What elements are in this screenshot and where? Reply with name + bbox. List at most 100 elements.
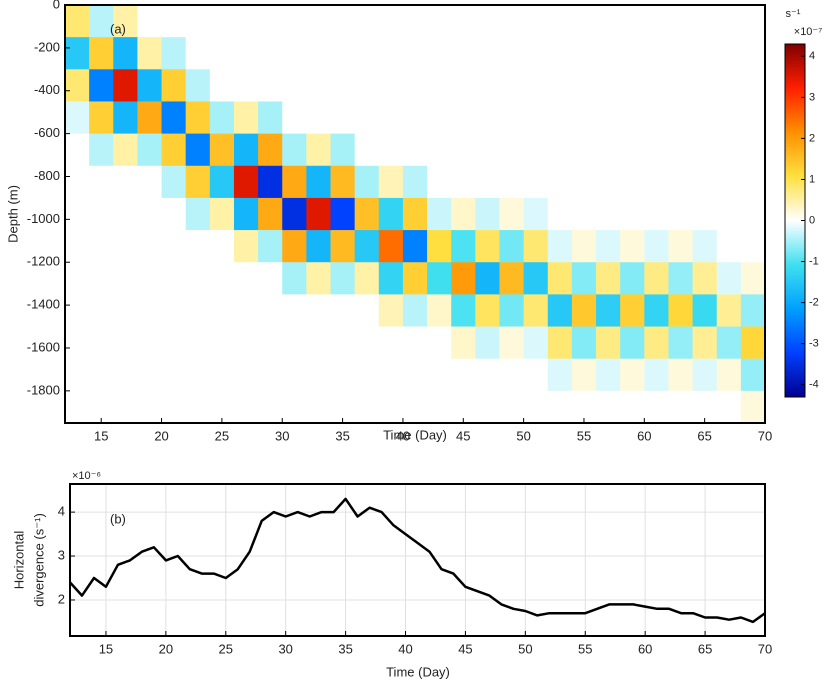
heatmap-cell bbox=[113, 294, 138, 328]
heatmap-cell bbox=[233, 37, 259, 70]
heatmap-cell bbox=[65, 326, 90, 360]
heatmap-cell bbox=[185, 390, 211, 424]
heatmap-cell bbox=[209, 133, 235, 167]
heatmap-cell bbox=[571, 133, 597, 167]
heatmap-cell bbox=[668, 37, 694, 70]
heatmap-cell bbox=[451, 37, 476, 70]
y-tick-label: -800 bbox=[34, 168, 60, 183]
heatmap-cell bbox=[716, 390, 742, 424]
x-tick-label: 60 bbox=[638, 641, 652, 656]
heatmap-cell bbox=[620, 37, 645, 70]
heatmap-cell bbox=[402, 69, 428, 102]
heatmap-cell bbox=[354, 262, 380, 295]
heatmap-cell bbox=[596, 230, 621, 263]
heatmap-cell bbox=[475, 230, 500, 263]
x-tick-label: 40 bbox=[396, 428, 410, 443]
heatmap-cell bbox=[451, 165, 476, 199]
x-tick-label: 20 bbox=[159, 641, 173, 656]
heatmap-cell bbox=[89, 37, 114, 70]
colorbar-tick-label: 2 bbox=[809, 132, 815, 144]
heatmap-cell bbox=[113, 69, 138, 102]
heatmap-cell bbox=[644, 294, 669, 328]
heatmap-cell bbox=[330, 101, 356, 135]
heatmap-cell bbox=[547, 165, 573, 199]
heatmap-cell bbox=[644, 358, 669, 392]
heatmap-cell bbox=[330, 358, 356, 392]
heatmap-cell bbox=[596, 133, 621, 167]
colorbar-tick-label: 3 bbox=[809, 91, 815, 103]
heatmap-cell bbox=[378, 165, 404, 199]
heatmap-cell bbox=[499, 37, 525, 70]
heatmap-cell bbox=[475, 101, 500, 135]
colorbar-tick-label: -1 bbox=[809, 255, 819, 267]
heatmap-cell bbox=[185, 101, 211, 135]
heatmap-cell bbox=[258, 294, 283, 328]
heatmap-cell bbox=[161, 69, 187, 102]
heatmap-cell bbox=[137, 133, 163, 167]
y-tick-label: -1200 bbox=[27, 254, 60, 269]
heatmap-cell bbox=[475, 5, 500, 38]
heatmap-cell bbox=[499, 101, 525, 135]
heatmap-cell bbox=[89, 262, 114, 295]
heatmap-cell bbox=[65, 294, 90, 328]
heatmap-cell bbox=[354, 358, 380, 392]
heatmap-cell bbox=[65, 5, 90, 38]
y-tick-label: -200 bbox=[34, 39, 60, 54]
plot-frame bbox=[64, 4, 766, 424]
plot-frame bbox=[69, 483, 766, 637]
heatmap-cell bbox=[499, 262, 525, 295]
heatmap-cell bbox=[258, 165, 283, 199]
heatmap-cell bbox=[620, 101, 645, 135]
heatmap-cell bbox=[716, 358, 742, 392]
y-tick-label: -1600 bbox=[27, 339, 60, 354]
heatmap-cell bbox=[89, 165, 114, 199]
heatmap-cell bbox=[596, 262, 621, 295]
heatmap-cell bbox=[282, 133, 307, 167]
heatmap-cell bbox=[233, 69, 259, 102]
heatmap-cell bbox=[547, 390, 573, 424]
heatmap-cell bbox=[89, 358, 114, 392]
heatmap-cell bbox=[740, 37, 766, 70]
heatmap-cell bbox=[596, 37, 621, 70]
heatmap-cell bbox=[451, 230, 476, 263]
heatmap-cell bbox=[547, 5, 573, 38]
heatmap-cell bbox=[282, 294, 307, 328]
heatmap-cell bbox=[644, 326, 669, 360]
colorbar-tick-label: -3 bbox=[809, 338, 819, 350]
heatmap-cell bbox=[282, 358, 307, 392]
heatmap-cell bbox=[282, 262, 307, 295]
heatmap-cell bbox=[644, 230, 669, 263]
heatmap-cell bbox=[547, 230, 573, 263]
heatmap-cell bbox=[716, 230, 742, 263]
heatmap-cell bbox=[740, 230, 766, 263]
x-tick-label: 70 bbox=[758, 641, 772, 656]
heatmap-cell bbox=[571, 101, 597, 135]
heatmap-cell bbox=[499, 165, 525, 199]
heatmap-cell bbox=[692, 133, 718, 167]
heatmap-cell bbox=[378, 326, 404, 360]
heatmap-cell bbox=[523, 262, 549, 295]
heatmap-cell bbox=[258, 358, 283, 392]
heatmap-cell bbox=[402, 37, 428, 70]
x-tick-label: 30 bbox=[278, 641, 292, 656]
heatmap-cell bbox=[378, 294, 404, 328]
heatmap-cell bbox=[65, 230, 90, 263]
heatmap-cell bbox=[402, 197, 428, 231]
heatmap-cell bbox=[282, 165, 307, 199]
heatmap-cell bbox=[716, 133, 742, 167]
heatmap-cell bbox=[354, 326, 380, 360]
heatmap-cell bbox=[620, 133, 645, 167]
heatmap-cell bbox=[427, 37, 452, 70]
heatmap-cell bbox=[354, 37, 380, 70]
heatmap-cell bbox=[571, 165, 597, 199]
heatmap-cell bbox=[692, 262, 718, 295]
heatmap-cell bbox=[644, 165, 669, 199]
heatmap-cell bbox=[113, 197, 138, 231]
heatmap-cell bbox=[499, 326, 525, 360]
y-tick-label: -1000 bbox=[27, 211, 60, 226]
heatmap-cell bbox=[475, 262, 500, 295]
heatmap-cell bbox=[499, 294, 525, 328]
heatmap-cell bbox=[378, 101, 404, 135]
heatmap-cell bbox=[475, 69, 500, 102]
heatmap-cell bbox=[161, 230, 187, 263]
